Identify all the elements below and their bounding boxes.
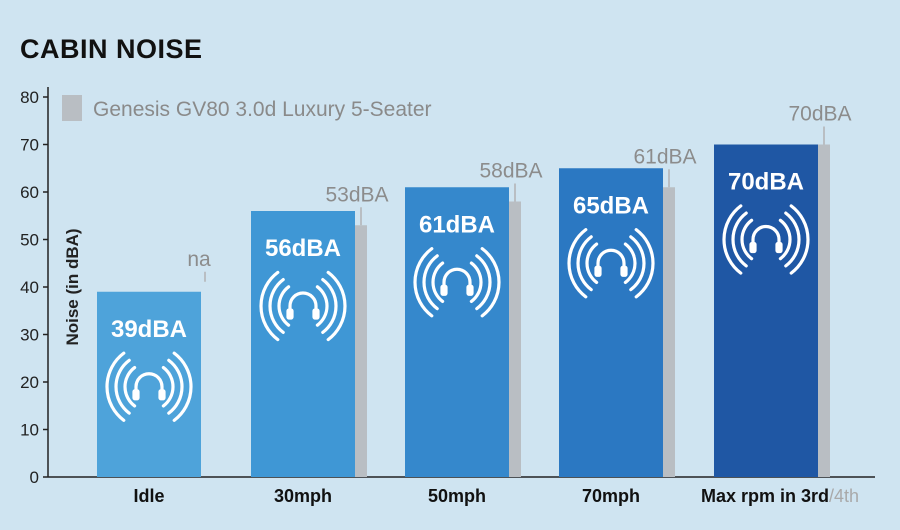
y-axis-label: Noise (in dBA) bbox=[63, 228, 82, 345]
y-tick-label: 60 bbox=[20, 183, 39, 202]
comparison-bar bbox=[355, 225, 367, 477]
comparison-value-label: 58dBA bbox=[479, 160, 542, 183]
comparison-bar bbox=[509, 201, 521, 477]
y-tick-label: 20 bbox=[20, 373, 39, 392]
comparison-value-label: 61dBA bbox=[633, 145, 696, 168]
bar-value-label: 39dBA bbox=[111, 316, 187, 343]
comparison-bar bbox=[663, 187, 675, 477]
bar bbox=[251, 211, 355, 477]
x-tick-label: Max rpm in 3rd/4th bbox=[701, 486, 859, 506]
legend-label: Genesis GV80 3.0d Luxury 5-Seater bbox=[93, 98, 432, 121]
bar-value-label: 65dBA bbox=[573, 192, 649, 219]
x-tick-label: 70mph bbox=[582, 486, 640, 506]
headphones-sound-icon bbox=[413, 247, 501, 318]
bar bbox=[405, 187, 509, 477]
y-tick-label: 80 bbox=[20, 88, 39, 107]
bar-value-label: 61dBA bbox=[419, 211, 495, 238]
y-tick-label: 10 bbox=[20, 421, 39, 440]
bar bbox=[559, 168, 663, 477]
comparison-value-label: 53dBA bbox=[325, 183, 388, 206]
y-tick-label: 30 bbox=[20, 326, 39, 345]
headphones-sound-icon bbox=[259, 270, 347, 342]
x-tick-label: 50mph bbox=[428, 486, 486, 506]
headphones-sound-icon bbox=[567, 228, 655, 299]
bar-value-label: 70dBA bbox=[728, 169, 804, 196]
x-tick-label: 30mph bbox=[274, 486, 332, 506]
legend-swatch bbox=[62, 95, 82, 121]
comparison-value-label: na bbox=[187, 248, 211, 271]
bar bbox=[714, 144, 818, 477]
bar bbox=[97, 291, 201, 477]
headphones-sound-icon bbox=[722, 204, 810, 275]
y-tick-label: 0 bbox=[30, 468, 39, 487]
y-tick-label: 40 bbox=[20, 278, 39, 297]
y-tick-label: 70 bbox=[20, 136, 39, 155]
bar-value-label: 56dBA bbox=[265, 235, 341, 262]
x-tick-label: Idle bbox=[133, 486, 164, 506]
chart-title: CABIN NOISE bbox=[20, 34, 203, 64]
y-tick-label: 50 bbox=[20, 231, 39, 250]
x-tick-label-suffix: /4th bbox=[829, 486, 859, 506]
comparison-value-label: 70dBA bbox=[788, 103, 851, 126]
comparison-bar bbox=[818, 144, 830, 477]
headphones-sound-icon bbox=[105, 351, 193, 422]
